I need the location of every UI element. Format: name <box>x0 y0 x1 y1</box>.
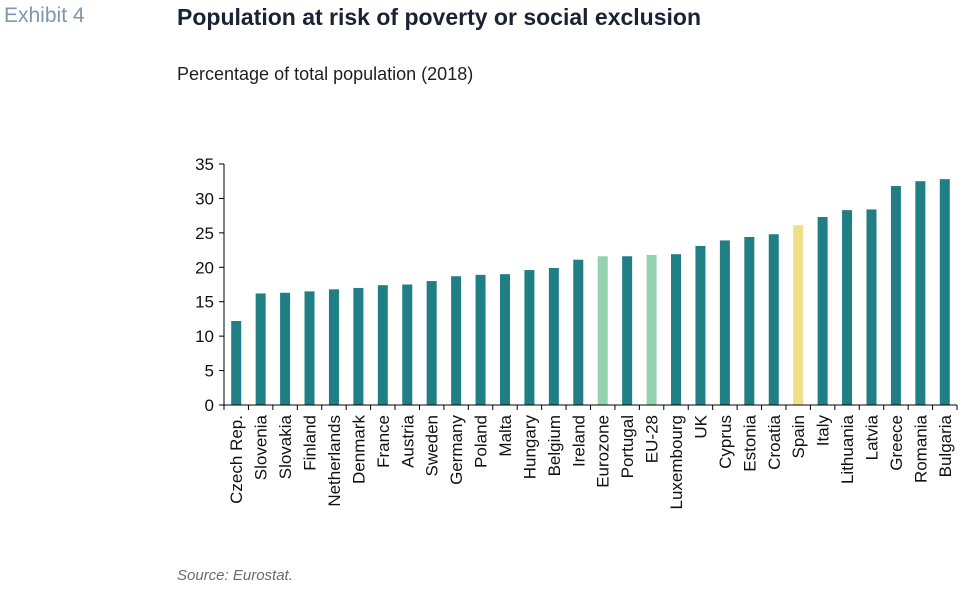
x-tick-label: Romania <box>911 414 930 483</box>
x-tick-label: Czech Rep. <box>227 415 246 504</box>
bar-finland <box>304 291 315 405</box>
chart-title: Population at risk of poverty or social … <box>177 4 702 30</box>
bar-eu-28 <box>646 254 657 405</box>
x-tick-label: Spain <box>789 415 808 458</box>
x-tick-label: France <box>374 415 393 468</box>
y-tick-label: 15 <box>195 293 214 312</box>
bar-malta <box>499 274 510 405</box>
x-tick-label: Slovenia <box>252 414 271 480</box>
bar-luxembourg <box>671 254 682 405</box>
bar-greece <box>890 186 901 405</box>
bar-italy <box>817 217 828 405</box>
y-axis: 0 5 10 15 20 25 30 35 <box>195 155 225 415</box>
y-tick-label: 20 <box>195 258 214 277</box>
x-tick-label: Sweden <box>423 415 442 476</box>
bar-slovenia <box>255 293 266 405</box>
x-tick-label: Estonia <box>740 414 759 471</box>
bar-austria <box>402 284 413 405</box>
bar-hungary <box>524 270 535 405</box>
bar-denmark <box>353 287 364 405</box>
x-tick-label: Greece <box>887 415 906 471</box>
x-tick-label: Slovakia <box>276 414 295 479</box>
bar-ireland <box>573 259 584 405</box>
x-tick-label: Eurozone <box>594 415 613 488</box>
x-tick-label: Netherlands <box>325 415 344 507</box>
bar-uk <box>695 245 706 405</box>
x-tick-label: EU-28 <box>643 415 662 463</box>
x-tick-label: Cyprus <box>716 415 735 469</box>
y-tick-label: 10 <box>195 327 214 346</box>
bar-czech-rep <box>231 320 242 405</box>
x-tick-label: Hungary <box>520 415 539 480</box>
x-tick-label: Denmark <box>349 415 368 484</box>
bars <box>231 179 950 405</box>
x-tick-label: Latvia <box>862 414 881 460</box>
bar-latvia <box>866 209 877 405</box>
bar-lithuania <box>842 210 853 405</box>
exhibit-label: Exhibit 4 <box>4 4 85 27</box>
x-tick-label: Belgium <box>545 415 564 476</box>
y-tick-label: 5 <box>205 362 214 381</box>
y-tick-label: 0 <box>205 396 214 415</box>
bar-spain <box>793 225 804 405</box>
bar-germany <box>451 276 462 405</box>
x-tick-label: Austria <box>398 414 417 467</box>
x-tick-label: Malta <box>496 414 515 456</box>
x-axis: Czech Rep. Slovenia Slovakia Finland Netherl… <box>223 404 958 510</box>
x-tick-label: Germany <box>447 415 466 485</box>
x-tick-label: Italy <box>814 415 833 447</box>
x-tick-label: Lithuania <box>838 414 857 484</box>
y-tick-label: 35 <box>195 155 214 174</box>
bar-poland <box>475 274 486 405</box>
bar-cyprus <box>719 240 730 405</box>
bar-estonia <box>744 236 755 405</box>
y-tick-label: 30 <box>195 189 214 208</box>
bar-romania <box>915 181 926 405</box>
x-tick-label: Luxembourg <box>667 415 686 510</box>
bar-belgium <box>548 267 559 405</box>
bar-eurozone <box>597 256 608 405</box>
bar-sweden <box>426 281 437 405</box>
x-tick-label: UK <box>691 414 710 438</box>
x-tick-label: Poland <box>472 415 491 468</box>
source-note: Source: Eurostat. <box>177 567 293 584</box>
bar-netherlands <box>328 289 339 405</box>
y-tick-label: 25 <box>195 224 214 243</box>
bar-croatia <box>768 234 779 405</box>
x-tick-label: Croatia <box>765 414 784 469</box>
x-tick-label: Finland <box>301 415 320 471</box>
x-tick-label: Bulgaria <box>936 414 955 477</box>
bar-france <box>377 285 388 405</box>
x-tick-label: Ireland <box>569 415 588 467</box>
chart-subtitle: Percentage of total population (2018) <box>177 64 474 84</box>
bar-bulgaria <box>939 179 950 405</box>
bar-slovakia <box>280 292 291 405</box>
x-tick-label: Portugal <box>618 415 637 478</box>
bar-portugal <box>622 256 633 405</box>
